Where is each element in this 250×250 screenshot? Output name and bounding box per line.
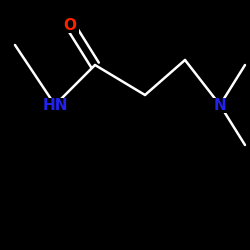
FancyBboxPatch shape (43, 98, 67, 112)
FancyBboxPatch shape (61, 18, 79, 32)
Text: HN: HN (42, 98, 68, 112)
Text: N: N (214, 98, 226, 112)
FancyBboxPatch shape (211, 98, 229, 112)
Text: O: O (64, 18, 76, 32)
